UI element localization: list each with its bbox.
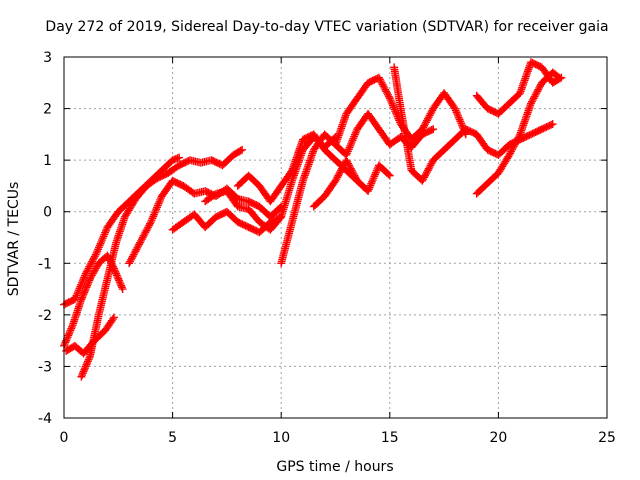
y-tick-label: -1 <box>38 256 52 272</box>
y-tick-label: 2 <box>43 102 52 118</box>
data-point <box>175 153 184 162</box>
y-tick-label: -2 <box>38 308 52 324</box>
series-10 <box>309 156 394 211</box>
x-tick-label: 10 <box>272 430 290 446</box>
data-point <box>118 285 127 293</box>
y-tick-label: 3 <box>43 50 52 66</box>
x-tick-label: 15 <box>381 430 399 446</box>
series-2 <box>60 251 127 350</box>
series-4 <box>77 145 247 381</box>
x-tick-label: 25 <box>598 430 616 446</box>
data-point <box>548 120 557 128</box>
tick-labels: 0 5 10 15 20 25 -4 -3 -2 -1 0 1 2 3 <box>38 50 616 446</box>
data-point <box>557 73 566 82</box>
data-point <box>110 313 118 322</box>
y-tick-label: 1 <box>43 153 52 169</box>
data-points <box>60 58 566 381</box>
series-12 <box>390 63 557 185</box>
y-tick-label: -4 <box>38 411 52 427</box>
data-point <box>385 171 394 180</box>
data-point <box>384 170 393 179</box>
x-tick-label: 20 <box>489 430 507 446</box>
x-tick-label: 0 <box>60 430 69 446</box>
series-6 <box>168 207 286 237</box>
data-point <box>429 125 438 134</box>
series-9 <box>277 109 438 268</box>
chart-title: Day 272 of 2019, Sidereal Day-to-day VTE… <box>45 19 608 35</box>
axis-ticks <box>63 56 608 419</box>
y-tick-label: -3 <box>38 359 52 375</box>
y-tick-label: 0 <box>43 205 52 221</box>
series-14 <box>472 58 566 118</box>
series-11 <box>331 73 470 149</box>
x-axis-label: GPS time / hours <box>276 459 393 475</box>
plot-frame <box>63 56 608 419</box>
data-point <box>238 145 247 154</box>
y-axis-label: SDTVAR / TECUs <box>6 182 22 297</box>
series-13 <box>472 68 564 198</box>
x-tick-label: 5 <box>168 430 177 446</box>
